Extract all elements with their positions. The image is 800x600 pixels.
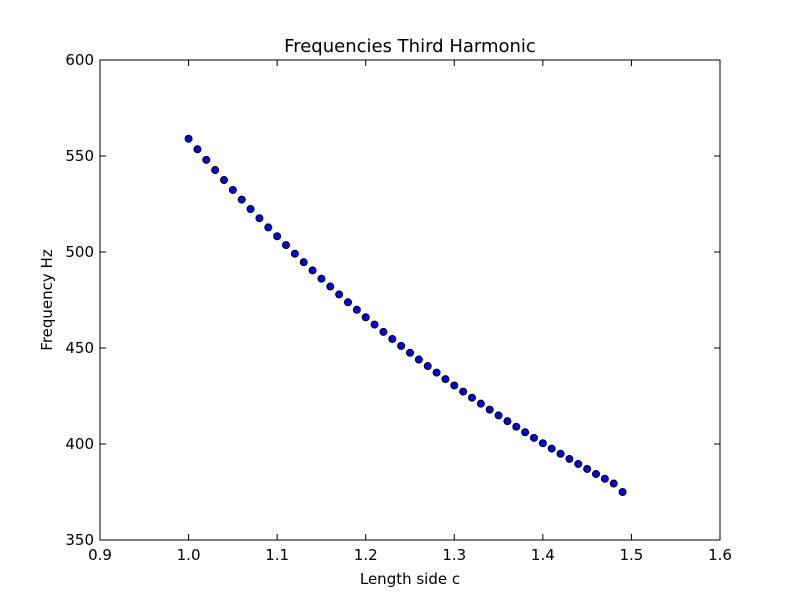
data-point — [521, 428, 530, 437]
data-point — [344, 298, 352, 307]
data-point — [538, 439, 547, 448]
data-point — [370, 320, 379, 329]
data-point — [282, 241, 290, 250]
data-point — [618, 488, 627, 496]
data-point — [255, 214, 264, 223]
data-point — [397, 341, 406, 350]
data-point — [414, 355, 423, 364]
data-point — [450, 381, 459, 390]
data-point — [264, 223, 273, 232]
data-point — [361, 313, 370, 322]
data-point — [299, 258, 308, 267]
plot-area — [99, 59, 721, 541]
data-point — [193, 145, 202, 154]
data-point — [583, 464, 592, 473]
x-tick-label: 0.9 — [88, 546, 112, 564]
data-point — [220, 176, 228, 184]
data-point — [290, 249, 299, 258]
data-point — [211, 166, 220, 175]
x-tick-label: 1.2 — [354, 546, 378, 564]
data-point — [494, 411, 503, 420]
y-tick-label: 500 — [65, 243, 94, 261]
data-point — [476, 399, 485, 408]
data-point — [423, 362, 432, 371]
data-point — [406, 348, 414, 357]
data-points — [184, 134, 627, 496]
data-point — [246, 204, 255, 213]
data-point — [609, 479, 618, 488]
data-point — [317, 274, 326, 283]
data-point — [441, 375, 450, 384]
x-tick-label: 1.5 — [619, 546, 643, 564]
data-point — [335, 290, 344, 299]
data-point — [273, 232, 282, 241]
data-point — [228, 185, 237, 194]
data-point — [237, 195, 246, 204]
y-tick-label: 550 — [65, 147, 94, 165]
tick-marks — [99, 59, 721, 541]
x-tick-label: 1.4 — [531, 546, 555, 564]
data-point — [379, 327, 388, 336]
x-axis-label: Length side c — [360, 570, 460, 588]
data-point — [547, 444, 556, 453]
y-tick-label: 450 — [65, 339, 94, 357]
data-point — [459, 387, 468, 396]
x-tick-label: 1.1 — [265, 546, 289, 564]
x-tick-label: 1.0 — [177, 546, 201, 564]
y-tick-label: 600 — [65, 51, 94, 69]
chart-title: Frequencies Third Harmonic — [284, 36, 536, 57]
y-tick-label: 400 — [65, 435, 94, 453]
data-point — [388, 334, 397, 343]
data-point — [468, 393, 476, 402]
x-tick-label: 1.3 — [442, 546, 466, 564]
data-point — [326, 282, 335, 291]
data-point — [184, 134, 193, 143]
data-point — [556, 449, 565, 458]
data-point — [503, 417, 512, 426]
data-point — [432, 368, 441, 377]
data-point — [352, 305, 361, 314]
data-point — [592, 469, 600, 478]
data-point — [565, 454, 574, 463]
data-point — [574, 459, 583, 468]
x-tick-label: 1.6 — [708, 546, 732, 564]
data-point — [308, 266, 317, 275]
data-point — [512, 422, 521, 431]
tick-labels: 0.9 1.0 1.1 1.2 1.3 1.4 1.5 1.6 350 400 450 500 550 6… — [65, 51, 732, 564]
data-point — [600, 474, 609, 483]
y-tick-label: 350 — [65, 531, 94, 549]
data-point — [202, 155, 211, 164]
y-axis-label: Frequency Hz — [38, 249, 56, 351]
data-point — [485, 405, 494, 414]
data-point — [530, 433, 538, 442]
